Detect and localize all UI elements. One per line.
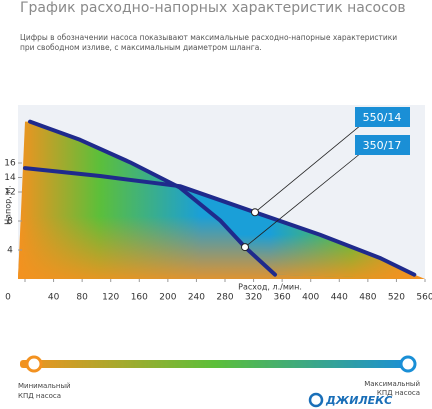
efficiency-bar	[20, 360, 410, 368]
x-tick-label: 320	[245, 293, 262, 303]
max-label: Максимальный	[364, 380, 420, 388]
min-dot	[25, 355, 43, 373]
x-tick-label: 520	[388, 293, 405, 303]
x-tick-label: 0	[5, 293, 11, 303]
y-tick-label: 14	[4, 173, 16, 183]
series-label: 550/14	[363, 111, 402, 124]
logo-mark	[308, 392, 324, 408]
y-tick-label: 4	[7, 246, 13, 256]
subtitle: при свободном изливе, с максимальным диа…	[20, 43, 262, 52]
y-tick-label: 12	[4, 188, 15, 198]
x-tick-label: 80	[76, 293, 88, 303]
x-tick-label: 40	[48, 293, 60, 303]
x-tick-label: 400	[302, 293, 319, 303]
min-label: Минимальный	[18, 382, 71, 390]
label-box	[355, 135, 410, 155]
y-axis-label: Напор, м.	[4, 185, 13, 225]
label-box	[355, 107, 410, 127]
subtitle: Цифры в обозначении насоса показывают ма…	[20, 33, 397, 42]
leader-line	[254, 124, 362, 213]
x-tick-label: 280	[216, 293, 233, 303]
series-label: 350/17	[363, 139, 402, 152]
point-marker	[241, 243, 249, 252]
title: График расходно-напорных характеристик н…	[20, 0, 406, 16]
logo: ДЖИЛЕКС	[325, 394, 392, 407]
y-tick-label: 16	[4, 159, 16, 169]
x-tick-label: 240	[188, 293, 205, 303]
x-tick-label: 360	[274, 293, 291, 303]
x-axis-label: Расход, л./мин.	[238, 283, 302, 292]
point-marker	[251, 208, 259, 217]
max-label: КПД насоса	[377, 389, 420, 397]
x-tick-label: 120	[102, 293, 119, 303]
leader-line	[244, 152, 362, 248]
y-tick-label: 8	[7, 217, 13, 227]
x-tick-label: 480	[359, 293, 376, 303]
area-fade	[18, 121, 425, 279]
x-tick-label: 200	[159, 293, 176, 303]
min-label: КПД насоса	[18, 392, 61, 400]
x-tick-label: 440	[331, 293, 348, 303]
x-tick-label: 560	[416, 293, 432, 303]
max-dot	[399, 355, 417, 373]
x-tick-label: 160	[131, 293, 148, 303]
